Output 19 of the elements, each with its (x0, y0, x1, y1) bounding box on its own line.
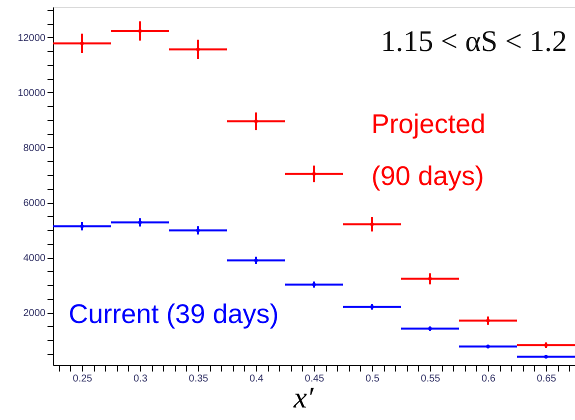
x-tick-label: 0.65 (536, 374, 557, 384)
annotation: 1.15 < αS < 1.2 (380, 25, 567, 58)
x-axis-title: x′ (292, 382, 314, 414)
y-tick-label: 4000 (23, 253, 46, 264)
x-tick-label: 0.45 (304, 374, 325, 384)
y-tick-label: 6000 (23, 198, 46, 210)
x-tick-label: 0.35 (188, 374, 209, 384)
y-tick-label: 10000 (18, 88, 46, 99)
y-tick-label: 12000 (18, 32, 46, 44)
x-tick-label: 0.4 (250, 374, 264, 384)
y-tick-label: 8000 (23, 142, 46, 154)
y-tick-label: 2000 (23, 308, 46, 320)
x-tick-label: 0.5 (366, 374, 380, 384)
x-tick-label: 0.6 (482, 374, 496, 384)
x-tick-label: 0.3 (134, 374, 148, 384)
x-tick-label: 0.55 (420, 374, 441, 384)
series-label: Current (39 days) (68, 298, 279, 329)
series-label: Projected (90 days) (371, 109, 486, 192)
x-tick-label: 0.25 (72, 374, 93, 384)
